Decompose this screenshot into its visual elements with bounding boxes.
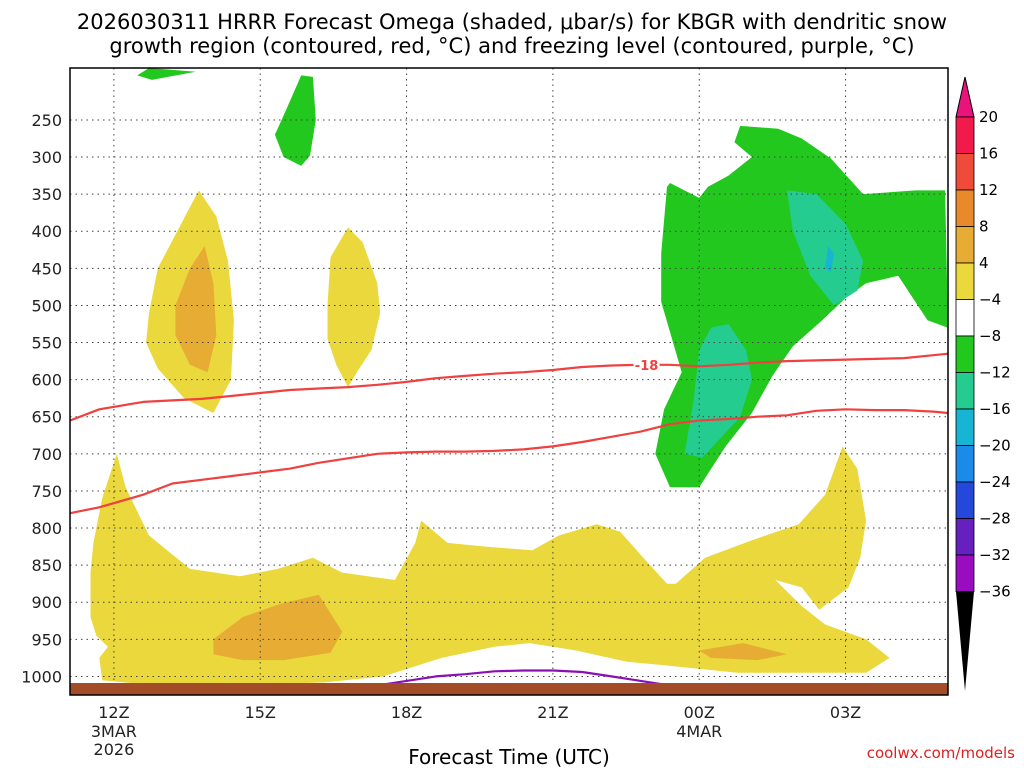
colorbar-label-7: −12 bbox=[979, 364, 1011, 382]
colorbar-swatch-5 bbox=[955, 299, 975, 337]
colorbar-swatch-9 bbox=[955, 445, 975, 483]
contour-label-bg-0 bbox=[633, 356, 660, 372]
colorbar-label-13: −36 bbox=[979, 583, 1011, 601]
colorbar-swatch-11 bbox=[955, 518, 975, 556]
colorbar-swatch-4 bbox=[955, 262, 975, 300]
colorbar-swatch-10 bbox=[955, 481, 975, 519]
colorbar-swatch-3 bbox=[955, 226, 975, 264]
x-tick-label-00Z: 00Z bbox=[684, 703, 715, 722]
chart-title-line2: growth region (contoured, red, °C) and f… bbox=[109, 34, 914, 58]
chart-title-line1: 2026030311 HRRR Forecast Omega (shaded, … bbox=[77, 10, 947, 34]
x-tick-label-21Z: 21Z bbox=[537, 703, 568, 722]
colorbar-label-2: 12 bbox=[979, 181, 998, 199]
contour-line-1 bbox=[69, 408, 949, 515]
y-tick-label-700: 700 bbox=[31, 445, 62, 464]
x-tick-sublabel-12Z: 3MAR bbox=[91, 722, 137, 741]
x-tick-label-12Z: 12Z bbox=[98, 703, 129, 722]
y-tick-label-950: 950 bbox=[31, 630, 62, 649]
colorbar-top-arrow bbox=[955, 76, 975, 118]
x-tick-year-12Z: 2026 bbox=[94, 740, 135, 759]
x-axis-label: Forecast Time (UTC) bbox=[408, 745, 610, 768]
colorbar-label-11: −28 bbox=[979, 510, 1011, 528]
colorbar-label-0: 20 bbox=[979, 108, 998, 126]
x-tick-sublabel-00Z: 4MAR bbox=[676, 722, 722, 741]
colorbar-bottom-arrow bbox=[956, 591, 974, 691]
contour-line-0 bbox=[69, 352, 949, 422]
colorbar-swatch-6 bbox=[955, 335, 975, 373]
grid bbox=[70, 68, 948, 695]
colorbar-label-12: −32 bbox=[979, 546, 1011, 564]
colorbar-label-3: 8 bbox=[979, 218, 989, 236]
y-tick-label-900: 900 bbox=[31, 593, 62, 612]
colorbar-swatch-2 bbox=[955, 189, 975, 227]
colorbar-label-10: −24 bbox=[979, 473, 1011, 491]
omega-region-1 bbox=[274, 75, 316, 166]
omega-region-3 bbox=[787, 190, 864, 306]
y-tick-label-450: 450 bbox=[31, 259, 62, 278]
watermark-text: coolwx.com/models bbox=[867, 744, 1015, 762]
y-tick-label-650: 650 bbox=[31, 408, 62, 427]
colorbar-swatch-7 bbox=[955, 372, 975, 410]
colorbar-swatch-1 bbox=[955, 153, 975, 191]
colorbar-label-8: −16 bbox=[979, 400, 1011, 418]
x-tick-label-18Z: 18Z bbox=[391, 703, 422, 722]
y-tick-label-250: 250 bbox=[31, 111, 62, 130]
y-tick-label-1000: 1000 bbox=[21, 667, 62, 686]
y-tick-label-550: 550 bbox=[31, 334, 62, 353]
y-tick-label-750: 750 bbox=[31, 482, 62, 501]
colorbar-label-5: −4 bbox=[979, 291, 1001, 309]
colorbar-label-4: 4 bbox=[979, 254, 989, 272]
colorbar: 20 16 12 8 4 −4 −8 −12 −16 −20 −24 −28 −32 −36 bbox=[955, 76, 1011, 691]
omega-region-9 bbox=[90, 446, 890, 686]
y-tick-label-400: 400 bbox=[31, 222, 62, 241]
colorbar-label-9: −20 bbox=[979, 437, 1011, 455]
x-tick-label-03Z: 03Z bbox=[830, 703, 861, 722]
y-tick-label-500: 500 bbox=[31, 296, 62, 315]
omega-shaded-regions bbox=[90, 68, 948, 686]
colorbar-label-1: 16 bbox=[979, 145, 998, 163]
ground-terrain bbox=[70, 683, 948, 695]
colorbar-label-6: −8 bbox=[979, 327, 1001, 345]
omega-region-11 bbox=[699, 643, 787, 661]
x-tick-label-15Z: 15Z bbox=[245, 703, 276, 722]
y-tick-label-600: 600 bbox=[31, 371, 62, 390]
y-tick-label-850: 850 bbox=[31, 556, 62, 575]
plot-frame bbox=[69, 67, 949, 696]
contour-label-0: -18 bbox=[635, 359, 659, 374]
colorbar-swatch-12 bbox=[955, 554, 975, 592]
y-tick-label-300: 300 bbox=[31, 148, 62, 167]
axis-labels: 250 300 350 400 450 500 550 600 650 700 750 800 850 9… bbox=[21, 111, 861, 759]
y-tick-label-800: 800 bbox=[31, 519, 62, 538]
omega-region-10 bbox=[213, 594, 343, 661]
y-tick-label-350: 350 bbox=[31, 185, 62, 204]
omega-region-5 bbox=[825, 246, 834, 273]
omega-region-4 bbox=[684, 324, 752, 458]
colorbar-swatch-8 bbox=[955, 408, 975, 446]
colorbar-swatch-0 bbox=[955, 116, 975, 154]
omega-region-7 bbox=[175, 246, 217, 373]
omega-region-0 bbox=[137, 68, 196, 80]
omega-region-8 bbox=[327, 227, 381, 388]
